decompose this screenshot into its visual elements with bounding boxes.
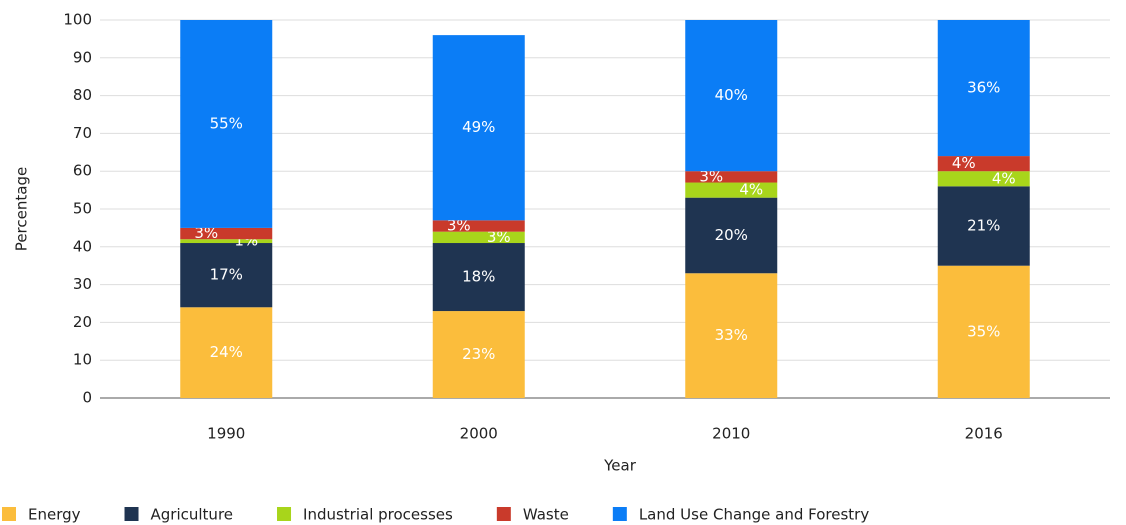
data-label: 3% (487, 228, 511, 246)
data-label: 40% (715, 86, 748, 104)
legend-label: Energy (28, 506, 81, 524)
y-tick-label: 80 (73, 86, 92, 104)
data-label: 4% (739, 181, 763, 199)
bar-segment (180, 307, 273, 398)
bar-segment (685, 20, 778, 172)
x-tick-label: 2010 (712, 425, 750, 443)
data-label: 18% (462, 268, 495, 286)
y-tick-label: 10 (73, 351, 92, 369)
bar-segment (432, 243, 525, 312)
data-label: 23% (462, 345, 495, 363)
bar-segment (180, 20, 273, 228)
bar-segment (937, 186, 1030, 266)
legend-label: Land Use Change and Forestry (639, 506, 870, 524)
y-tick-label: 0 (82, 389, 92, 407)
bar-segment (937, 265, 1030, 398)
x-tick-label: 2016 (965, 425, 1003, 443)
bar-segment (685, 273, 778, 398)
legend-swatch (612, 507, 627, 521)
bar-segment (937, 156, 1030, 172)
bar-segment (180, 243, 273, 308)
x-tick-label: 1990 (207, 425, 245, 443)
data-label: 17% (210, 266, 243, 284)
bar-segment (432, 311, 525, 398)
bar-segment (180, 227, 273, 240)
data-label: 33% (715, 326, 748, 344)
x-axis-label: Year (603, 457, 637, 475)
data-label: 4% (952, 154, 976, 172)
data-label: 3% (699, 167, 723, 185)
legend-swatch (277, 507, 292, 521)
bar-segment (180, 239, 273, 244)
bar-segment (937, 171, 1030, 187)
y-tick-label: 30 (73, 275, 92, 293)
bar-segment (937, 20, 1030, 157)
legend-label: Agriculture (151, 506, 234, 524)
y-tick-label: 70 (73, 124, 92, 142)
y-tick-label: 60 (73, 162, 92, 180)
data-label: 49% (462, 118, 495, 136)
legend-swatch (124, 507, 139, 521)
legend-label: Industrial processes (303, 506, 453, 524)
data-label: 3% (194, 224, 218, 242)
y-tick-label: 40 (73, 237, 92, 255)
legend-swatch (2, 507, 16, 521)
legend-swatch (496, 507, 511, 521)
data-label: 55% (210, 114, 243, 132)
bar-segment (432, 35, 525, 221)
data-label: 20% (715, 226, 748, 244)
y-tick-label: 50 (73, 200, 92, 218)
y-tick-label: 90 (73, 48, 92, 66)
bar-segment (685, 182, 778, 198)
x-tick-label: 2000 (460, 425, 498, 443)
data-label: 21% (967, 217, 1000, 235)
bar-segment (685, 171, 778, 183)
bar-segment (685, 197, 778, 274)
bar-segment (432, 231, 525, 244)
y-axis-label: Percentage (13, 167, 31, 251)
data-label: 24% (210, 343, 243, 361)
data-label: 36% (967, 79, 1000, 97)
data-label: 35% (967, 322, 1000, 340)
data-label: 4% (992, 169, 1016, 187)
y-tick-label: 100 (63, 11, 92, 29)
data-label: 3% (447, 217, 471, 235)
legend-label: Waste (523, 506, 569, 524)
bar-segment (432, 220, 525, 232)
y-tick-label: 20 (73, 313, 92, 331)
